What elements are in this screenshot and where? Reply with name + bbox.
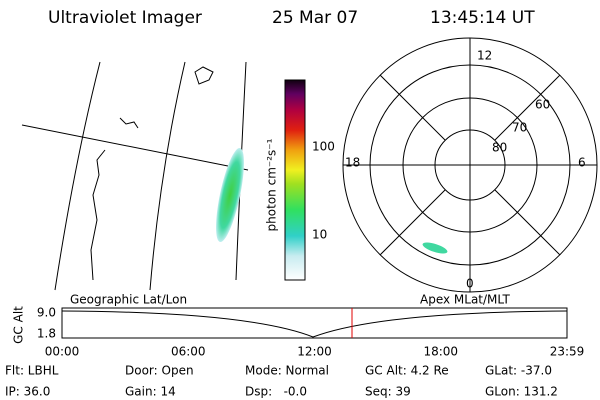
status-field: Flt: LBHL bbox=[5, 364, 59, 378]
lat-label: 80 bbox=[492, 141, 507, 155]
status-field: Seq: 39 bbox=[365, 385, 411, 399]
colorbar-tick: 10 bbox=[312, 228, 327, 242]
geo-map bbox=[21, 61, 249, 291]
mlt-label: 0 bbox=[466, 277, 474, 291]
mlt-label: 12 bbox=[477, 49, 492, 63]
lat-label: 60 bbox=[535, 98, 550, 112]
x-tick-label: 23:59 bbox=[550, 345, 585, 359]
colorbar bbox=[284, 79, 306, 281]
mlt-label: 6 bbox=[578, 156, 586, 170]
date: 25 Mar 07 bbox=[272, 8, 358, 28]
caption: Apex MLat/MLT bbox=[420, 293, 510, 307]
y-tick-label: 9.0 bbox=[37, 306, 56, 320]
status-field: GC Alt: 4.2 Re bbox=[365, 364, 449, 378]
mlt-label: 18 bbox=[345, 156, 360, 170]
status-field: Gain: 14 bbox=[125, 385, 176, 399]
y-tick-label: 1.8 bbox=[37, 327, 56, 341]
timeline-box bbox=[61, 307, 568, 339]
time: 13:45:14 UT bbox=[430, 8, 535, 28]
x-tick-label: 06:00 bbox=[171, 345, 206, 359]
status-field: Dsp: -0.0 bbox=[245, 385, 307, 399]
status-field: GLat: -37.0 bbox=[485, 364, 552, 378]
y-axis-label: GC Alt bbox=[12, 306, 26, 344]
lat-label: 70 bbox=[512, 121, 527, 135]
status-field: Door: Open bbox=[125, 364, 194, 378]
polar-plot bbox=[342, 37, 598, 293]
x-tick-label: 00:00 bbox=[45, 345, 80, 359]
status-field: GLon: 131.2 bbox=[485, 385, 558, 399]
x-tick-label: 18:00 bbox=[423, 345, 458, 359]
altitude-curve bbox=[61, 310, 568, 338]
title: Ultraviolet Imager bbox=[48, 8, 202, 28]
status-field: Mode: Normal bbox=[245, 364, 329, 378]
caption: Geographic Lat/Lon bbox=[70, 293, 187, 307]
colorbar-tick: 100 bbox=[312, 140, 335, 154]
status-field: IP: 36.0 bbox=[5, 385, 50, 399]
x-tick-label: 12:00 bbox=[297, 345, 332, 359]
colorbar-label: photon cm⁻²s⁻¹ bbox=[265, 138, 279, 231]
